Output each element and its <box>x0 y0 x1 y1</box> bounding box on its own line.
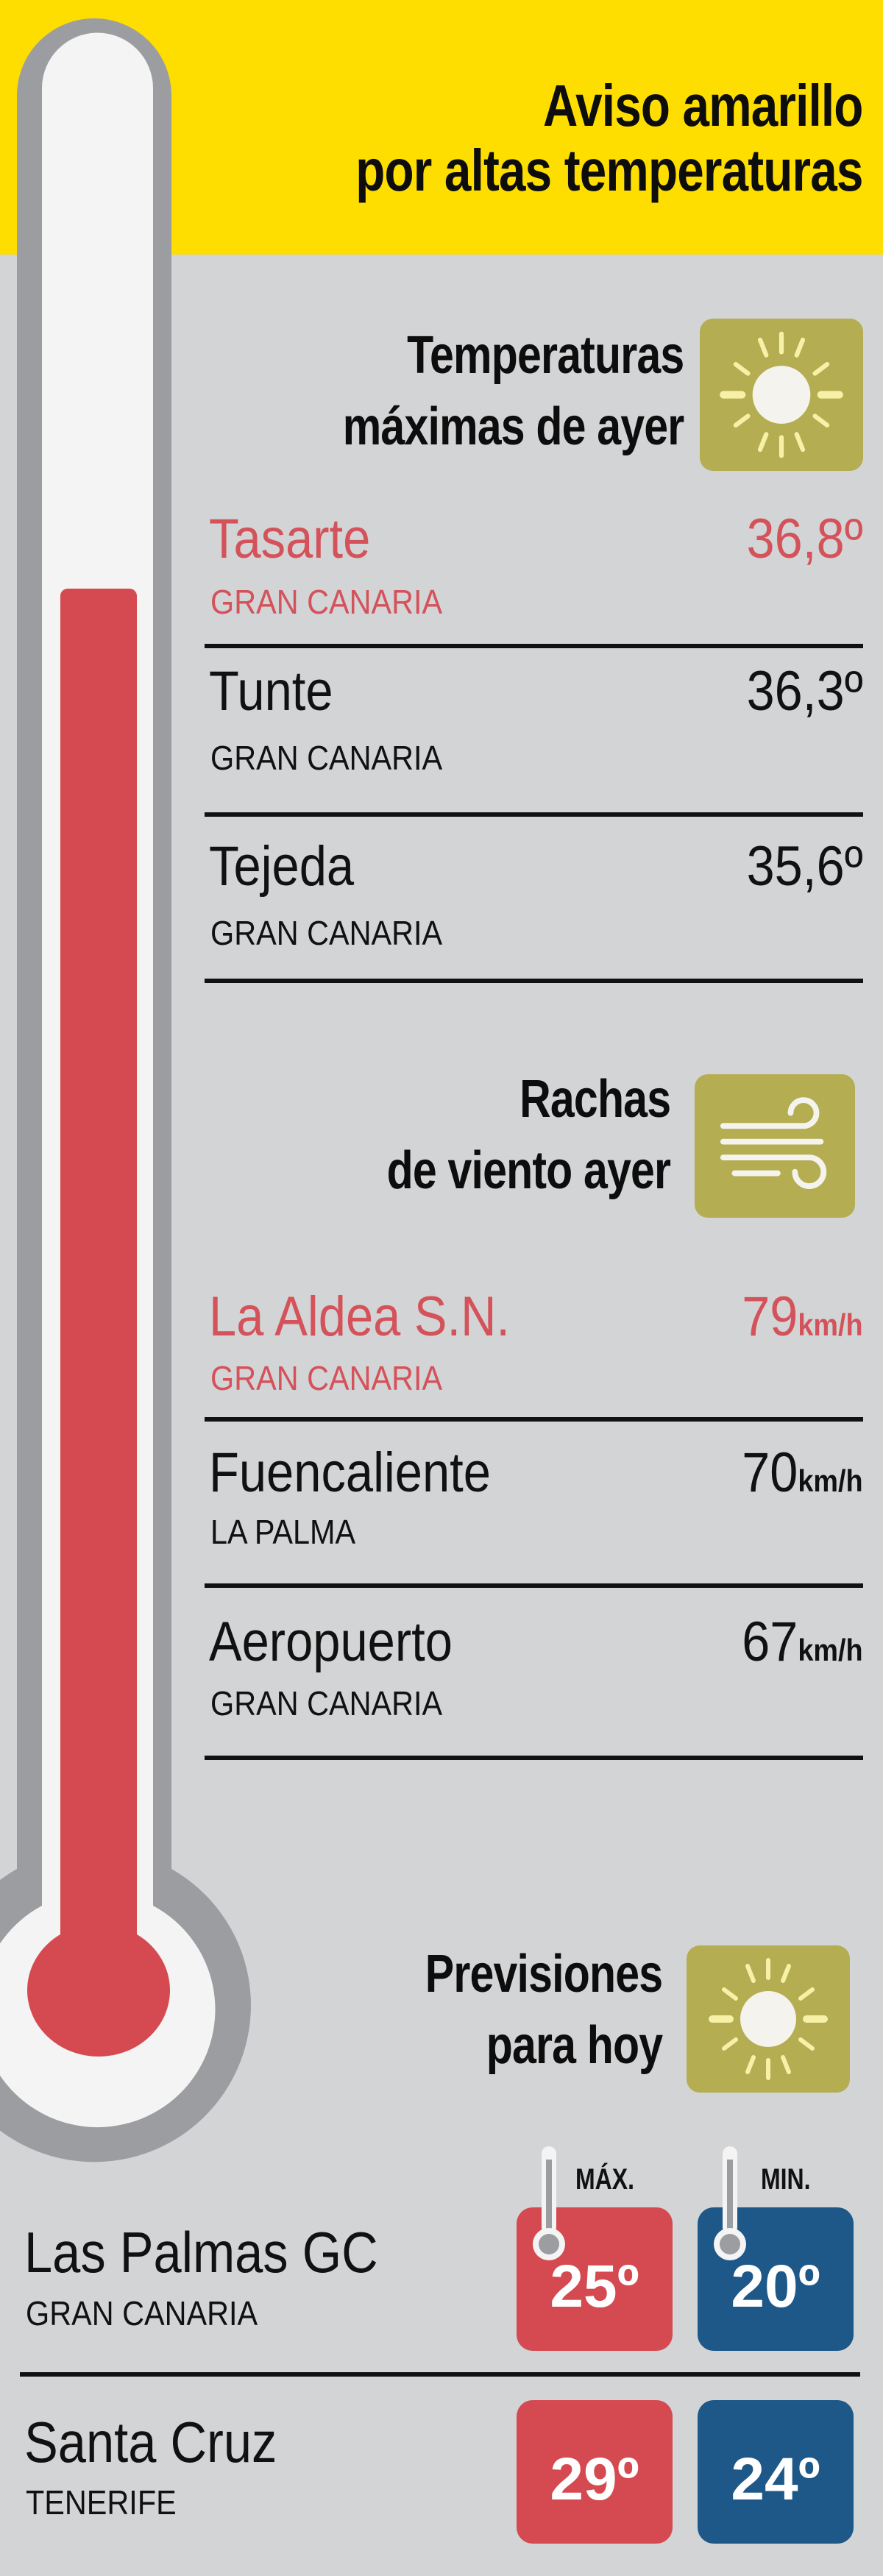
heading-line-1: Temperaturas <box>406 326 684 385</box>
island-name: LA PALMA <box>210 1513 356 1551</box>
island-name: TENERIFE <box>26 2483 177 2522</box>
heading-line-2: máximas de ayer <box>342 397 684 456</box>
place-name: Tasarte <box>209 508 371 570</box>
island-name: GRAN CANARIA <box>210 739 443 777</box>
sun-icon <box>687 1945 850 2093</box>
divider <box>205 1756 863 1760</box>
place-name: Santa Cruz <box>24 2410 277 2474</box>
island-name: GRAN CANARIA <box>210 1684 443 1722</box>
temperature-value: 36,8º <box>746 508 863 570</box>
island-name: GRAN CANARIA <box>210 914 443 952</box>
divider <box>205 644 863 648</box>
temperature-value: 36,3º <box>746 660 863 723</box>
max-temp-badge: 29º <box>517 2400 673 2544</box>
wind-value: 67km/h <box>742 1611 863 1673</box>
wind-value: 79km/h <box>742 1285 863 1348</box>
divider <box>20 2372 860 2377</box>
heading-line-1: Previsiones <box>425 1945 663 2004</box>
max-temps-heading: Temperaturas máximas de ayer <box>342 320 684 463</box>
max-label: MÁX. <box>575 2163 634 2196</box>
divider <box>205 1583 863 1588</box>
heading-line-2: para hoy <box>486 2016 662 2075</box>
temperature-value: 35,6º <box>746 835 863 898</box>
thermometer-illustration <box>0 18 251 2162</box>
island-name: GRAN CANARIA <box>210 583 443 621</box>
wind-heading: Rachas de viento ayer <box>386 1064 670 1207</box>
place-name: Tunte <box>209 660 333 723</box>
wind-value: 70km/h <box>742 1441 863 1504</box>
wind-icon <box>695 1074 855 1218</box>
island-name: GRAN CANARIA <box>210 1359 443 1397</box>
min-label: MIN. <box>761 2163 811 2196</box>
divider <box>205 979 863 983</box>
thermometer-icon <box>533 2146 565 2260</box>
heading-line-1: Rachas <box>519 1070 671 1129</box>
place-name: Las Palmas GC <box>24 2220 378 2285</box>
min-temp-badge: 24º <box>698 2400 854 2544</box>
place-name: Fuencaliente <box>209 1441 491 1504</box>
thermometer-icon <box>714 2146 746 2260</box>
title-line-2: por altas temperaturas <box>355 138 864 203</box>
title-line-1: Aviso amarillo <box>543 73 863 138</box>
place-name: Tejeda <box>209 835 355 898</box>
place-name: La Aldea S.N. <box>209 1285 510 1348</box>
divider <box>205 812 863 817</box>
divider <box>205 1417 863 1422</box>
place-name: Aeropuerto <box>209 1611 453 1673</box>
heading-line-2: de viento ayer <box>386 1141 670 1200</box>
sun-icon <box>700 319 863 471</box>
forecast-heading: Previsiones para hoy <box>425 1939 663 2082</box>
min-temp-badge: 20º <box>698 2207 854 2351</box>
page-title: Aviso amarillo por altas temperaturas <box>355 73 864 203</box>
island-name: GRAN CANARIA <box>26 2294 258 2332</box>
